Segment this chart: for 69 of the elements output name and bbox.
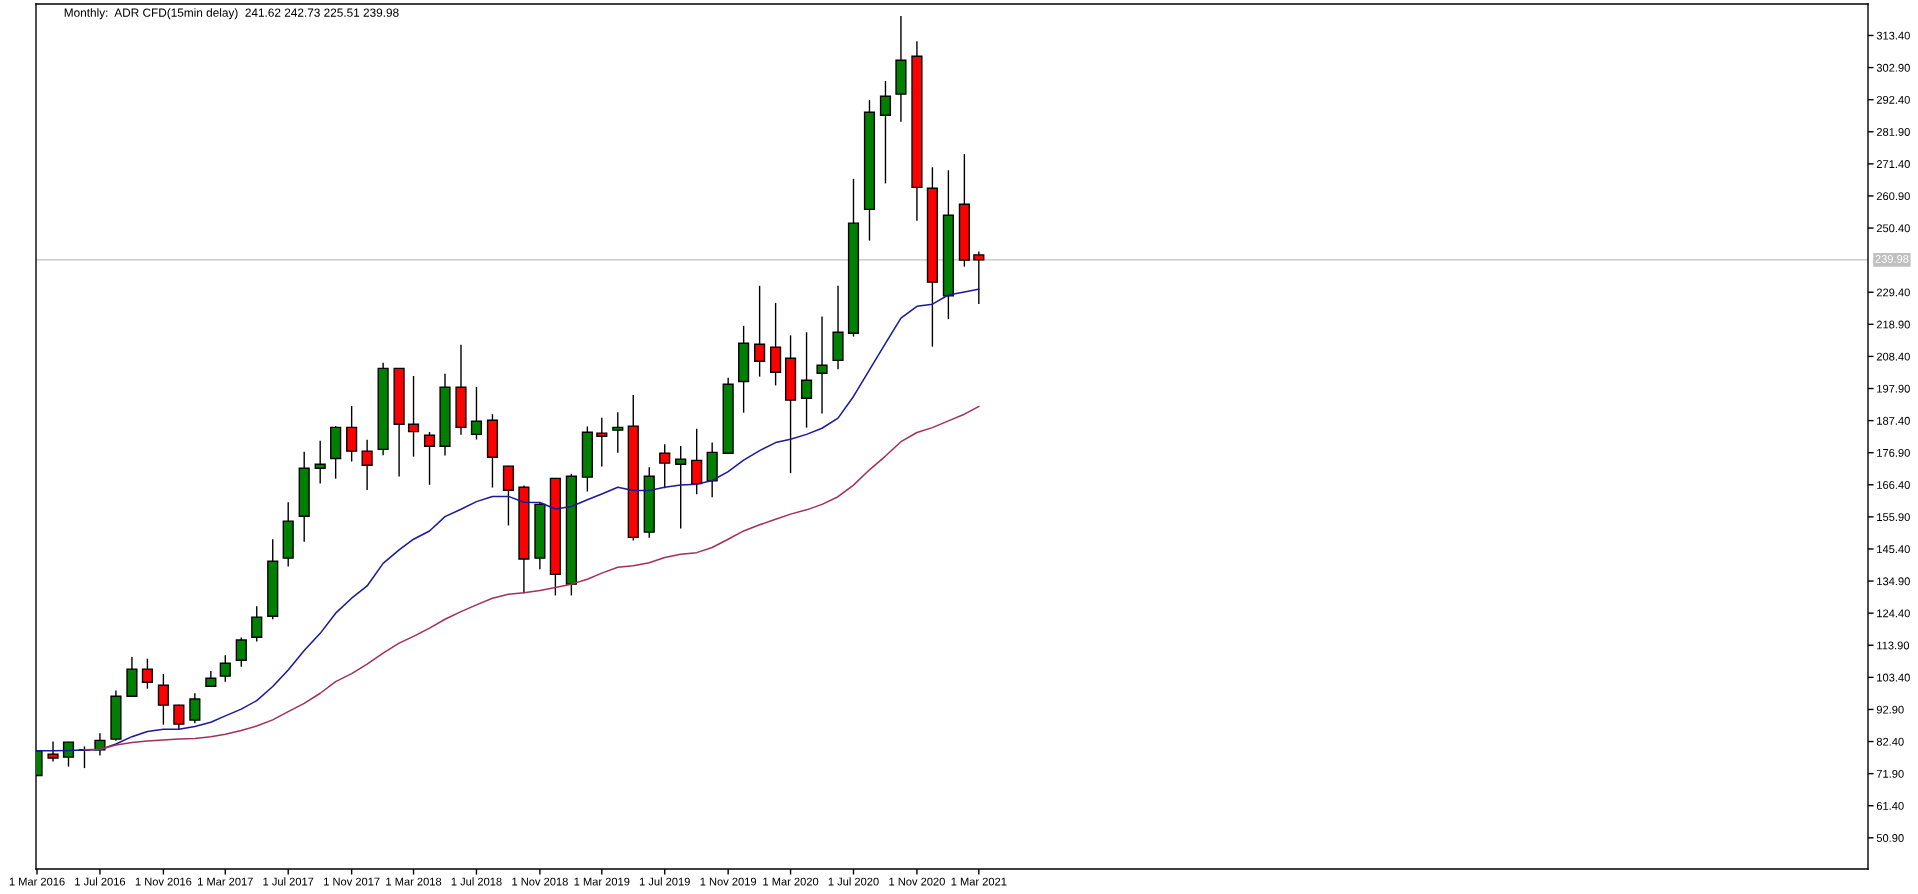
candlestick <box>612 411 624 454</box>
candlestick <box>470 386 483 441</box>
candlestick <box>47 740 59 763</box>
y-tick-label: 250.40 <box>1876 224 1910 233</box>
ref-line-label: 239.98 <box>1875 255 1909 263</box>
y-tick-label: 50.90 <box>1876 834 1904 842</box>
candlestick <box>235 636 247 668</box>
y-tick-label: 92.90 <box>1876 705 1904 714</box>
x-tick-label: 1 Nov 2019 <box>700 877 757 886</box>
candlestick <box>800 331 813 429</box>
y-tick-label: 229.40 <box>1876 288 1910 297</box>
x-tick-label: 1 Mar 2016 <box>9 877 65 886</box>
x-tick-label: 1 Nov 2017 <box>324 877 380 886</box>
y-tick-label: 208.40 <box>1876 352 1910 361</box>
x-tick-label: 1 Mar 2019 <box>574 877 630 886</box>
x-tick-label: 1 Jul 2019 <box>639 877 690 886</box>
candlestick <box>596 417 608 468</box>
candlestick <box>189 692 201 724</box>
y-tick-label: 145.40 <box>1877 545 1910 554</box>
x-tick-label: 1 Mar 2020 <box>763 877 819 886</box>
x-tick-label: 1 Mar 2018 <box>386 877 442 886</box>
candlestick <box>346 405 358 463</box>
y-tick-label: 260.90 <box>1876 192 1910 201</box>
x-tick-label: 1 Nov 2020 <box>889 877 945 886</box>
x-tick-label: 1 Jul 2016 <box>75 877 126 886</box>
x-tick-label: 1 Jul 2020 <box>828 877 879 886</box>
candlestick <box>423 431 436 486</box>
candlestick <box>314 440 326 485</box>
candlestick <box>219 654 231 683</box>
candlestick <box>675 445 687 530</box>
y-tick-label: 113.90 <box>1877 641 1910 650</box>
candlestick <box>173 704 185 731</box>
candlestick <box>141 658 154 690</box>
x-tick-label: 1 Nov 2018 <box>512 877 568 886</box>
candlestick <box>251 605 263 643</box>
candlestick <box>754 285 766 378</box>
candlestick <box>691 428 703 495</box>
x-tick-label: 1 Mar 2021 <box>951 877 1007 886</box>
candlestick <box>973 250 985 305</box>
y-tick-label: 155.90 <box>1877 513 1910 522</box>
y-tick-label: 61.40 <box>1876 802 1904 810</box>
y-tick-label: 197.90 <box>1877 384 1910 393</box>
y-tick-label: 71.90 <box>1876 769 1904 778</box>
x-tick-label: 1 Mar 2017 <box>198 877 253 886</box>
x-tick-label: 1 Nov 2016 <box>135 877 192 886</box>
candlestick <box>659 443 671 489</box>
y-tick-label: 82.40 <box>1876 737 1904 746</box>
y-tick-label: 271.40 <box>1876 160 1910 168</box>
x-tick-label: 1 Jul 2017 <box>263 877 314 886</box>
candlestick <box>361 439 373 491</box>
y-tick-label: 166.40 <box>1877 481 1910 489</box>
y-tick-label: 313.40 <box>1876 31 1910 40</box>
chart-title: Monthly: ADR CFD(15min delay) 241.62 242.73 225.51 239.98 <box>64 8 399 20</box>
y-tick-label: 281.90 <box>1876 128 1910 136</box>
y-tick-label: 187.40 <box>1877 416 1910 425</box>
y-tick-label: 176.90 <box>1877 448 1910 457</box>
candlestick <box>816 315 828 415</box>
candlestick <box>157 673 169 726</box>
line-series <box>83 405 980 751</box>
y-tick-label: 103.40 <box>1877 673 1910 682</box>
candlestick <box>62 741 75 768</box>
x-tick-label: 1 Jul 2018 <box>451 877 502 886</box>
y-tick-label: 124.40 <box>1877 609 1910 618</box>
y-tick-label: 218.90 <box>1876 320 1910 329</box>
y-tick-label: 302.90 <box>1876 63 1910 72</box>
candlestick <box>879 80 892 185</box>
candlestick <box>407 375 420 458</box>
y-tick-label: 292.40 <box>1876 95 1910 104</box>
y-tick-label: 134.90 <box>1877 577 1910 586</box>
